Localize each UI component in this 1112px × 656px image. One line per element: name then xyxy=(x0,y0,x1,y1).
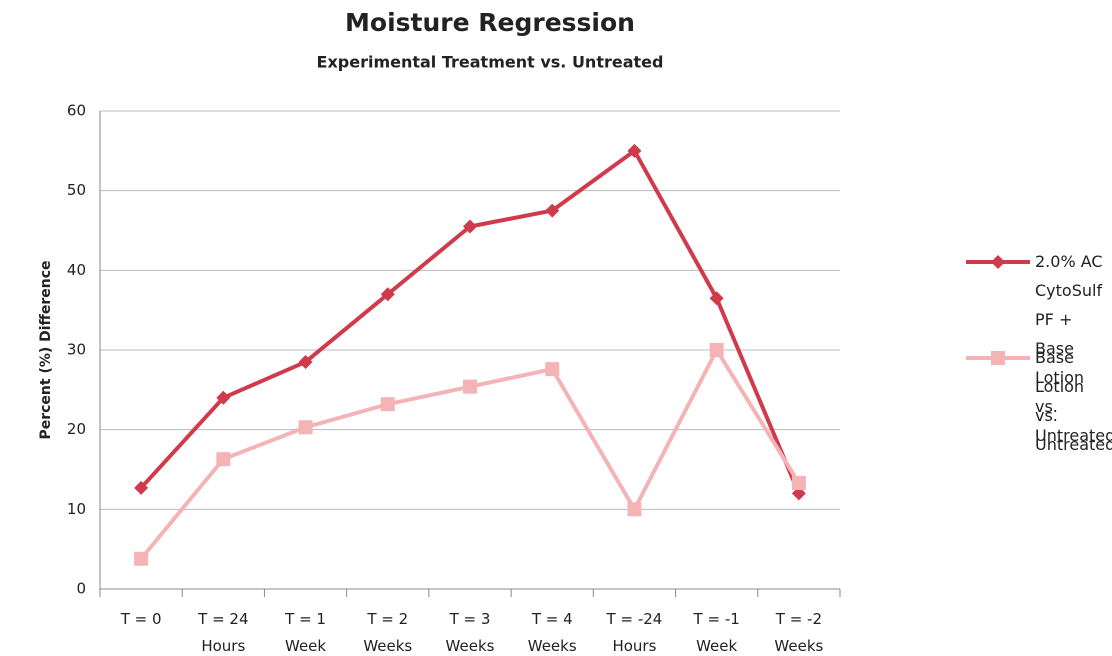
y-axis-label: Percent (%) Difference xyxy=(38,260,54,439)
point xyxy=(463,219,477,234)
x-tick-label-line: T = 4 xyxy=(531,610,573,628)
x-tick-label: T = 0 xyxy=(120,610,162,628)
point xyxy=(627,502,642,517)
x-tick-label: T = 24 Hours xyxy=(197,610,248,655)
point xyxy=(134,551,149,566)
point xyxy=(298,420,313,435)
x-tick-label-line: Week xyxy=(696,637,737,655)
point xyxy=(463,379,477,394)
legend-label: Base Lotion vs. Untreated xyxy=(1035,348,1112,454)
x-tick-label: T = 2 Weeks xyxy=(363,610,412,655)
chart-subtitle: Experimental Treatment vs. Untreated xyxy=(317,53,664,72)
x-tick-label-line: T = -24 xyxy=(606,610,663,628)
x-tick-label: T = -2 Weeks xyxy=(774,610,823,655)
chart-title: Moisture Regression xyxy=(345,8,635,37)
legend-marker xyxy=(991,351,1005,365)
y-tick-label: 10 xyxy=(67,500,86,518)
x-tick-label-line: Weeks xyxy=(363,637,412,655)
point xyxy=(298,354,313,369)
x-tick-label-line: Weeks xyxy=(774,637,823,655)
x-tick-label: T = 1 Week xyxy=(284,610,326,655)
series-line xyxy=(139,148,801,495)
y-tick-label: 0 xyxy=(76,580,86,598)
point xyxy=(545,203,560,218)
x-tick-label-line: T = 2 xyxy=(366,610,408,628)
x-tick-label-line: Week xyxy=(285,637,326,655)
y-tick-label: 40 xyxy=(67,261,86,279)
point xyxy=(709,291,724,306)
y-tick-label: 50 xyxy=(67,181,86,199)
point xyxy=(216,452,231,467)
point xyxy=(709,343,724,357)
point xyxy=(216,390,231,405)
x-tick-label-line: T = 0 xyxy=(120,610,162,628)
x-tick-label: T = 4 Weeks xyxy=(528,610,577,655)
x-tick-label-line: T = -2 xyxy=(775,610,822,628)
y-tick-label: 30 xyxy=(67,341,86,359)
x-tick-label-line: Weeks xyxy=(446,637,495,655)
x-tick-label-line: T = 24 xyxy=(197,610,248,628)
legend-label: 2.0% AC CytoSulf PF + Base Lotion vs. Un… xyxy=(1035,252,1112,445)
x-tick-label: T = 3 Weeks xyxy=(446,610,495,655)
point xyxy=(545,362,560,377)
point xyxy=(134,480,149,495)
x-tick-label: T = -24 Hours xyxy=(606,610,663,655)
point xyxy=(380,397,395,412)
y-tick-label: 60 xyxy=(67,102,86,120)
x-tick-label-line: Hours xyxy=(201,637,245,655)
x-tick-label-line: Weeks xyxy=(528,637,577,655)
legend-marker xyxy=(991,255,1005,269)
point xyxy=(380,287,395,302)
point xyxy=(627,143,642,158)
x-tick-label-line: T = -1 xyxy=(693,610,740,628)
point xyxy=(791,476,806,491)
x-tick-label-line: T = 1 xyxy=(284,610,326,628)
x-tick-label-line: T = 3 xyxy=(449,610,491,628)
x-tick-label-line: Hours xyxy=(612,637,656,655)
y-tick-label: 20 xyxy=(67,420,86,438)
x-tick-label: T = -1 Week xyxy=(693,610,740,655)
